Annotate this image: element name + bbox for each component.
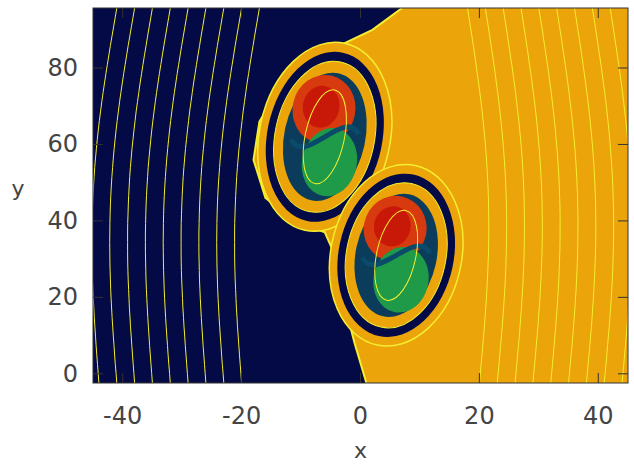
field-lines-right: [468, 8, 629, 383]
vortex-contour: [296, 86, 354, 188]
y-axis-title: y: [11, 176, 24, 201]
y-tick-label: 20: [47, 283, 78, 311]
x-tick-label: -20: [222, 402, 261, 430]
y-tick: [93, 297, 103, 298]
y-tick-label: 60: [47, 130, 78, 158]
x-tick-label: -40: [103, 402, 142, 430]
y-tick: [618, 220, 628, 221]
field-line: [610, 8, 628, 383]
y-tick-label: 80: [47, 54, 78, 82]
y-tick: [618, 373, 628, 374]
y-tick: [93, 373, 103, 374]
x-tick: [241, 8, 242, 18]
x-tick-label: 20: [464, 402, 495, 430]
vortex-arm: [290, 116, 360, 159]
x-tick: [360, 8, 361, 18]
vortex-mix: [344, 186, 449, 325]
frame: [93, 8, 628, 383]
x-tick: [479, 373, 480, 383]
vortex-arm: [361, 235, 431, 276]
vortex-band: [332, 173, 460, 337]
x-tick: [122, 8, 123, 18]
field-line: [468, 8, 489, 383]
y-tick: [93, 220, 103, 221]
chart: -40 -20 0 20 40 0 20 40 60 80 x y: [0, 0, 634, 464]
y-tick: [618, 144, 628, 145]
x-tick: [598, 8, 599, 18]
vortex: [313, 152, 479, 359]
y-tick-label: 0: [63, 360, 78, 388]
field-line: [521, 8, 542, 383]
background: [93, 8, 628, 383]
y-tick: [93, 68, 103, 69]
field-line: [485, 8, 506, 383]
vortex-core-peak: [299, 82, 344, 131]
x-axis-title: x: [354, 438, 367, 463]
x-tick: [598, 373, 599, 383]
field-line: [503, 8, 524, 383]
x-tick: [241, 373, 242, 383]
field-line: [539, 8, 560, 383]
x-tick-label: 40: [583, 402, 614, 430]
y-tick: [93, 144, 103, 145]
field-line: [235, 8, 260, 383]
field-line: [575, 8, 596, 383]
plot-area: [93, 8, 628, 383]
x-tick: [360, 373, 361, 383]
x-tick-label: 0: [353, 402, 368, 430]
vortex-core-peak: [370, 203, 414, 250]
field-line: [557, 8, 578, 383]
field-line: [592, 8, 613, 383]
vortex-outer: [313, 152, 479, 359]
y-tick: [618, 68, 628, 69]
y-tick-label: 40: [47, 207, 78, 235]
x-tick: [122, 373, 123, 383]
vortex-contour: [367, 206, 424, 304]
field-line: [93, 8, 117, 383]
y-tick: [618, 297, 628, 298]
field-lines-left: [93, 8, 259, 383]
x-tick: [479, 8, 480, 18]
vortex-ring: [323, 163, 470, 348]
